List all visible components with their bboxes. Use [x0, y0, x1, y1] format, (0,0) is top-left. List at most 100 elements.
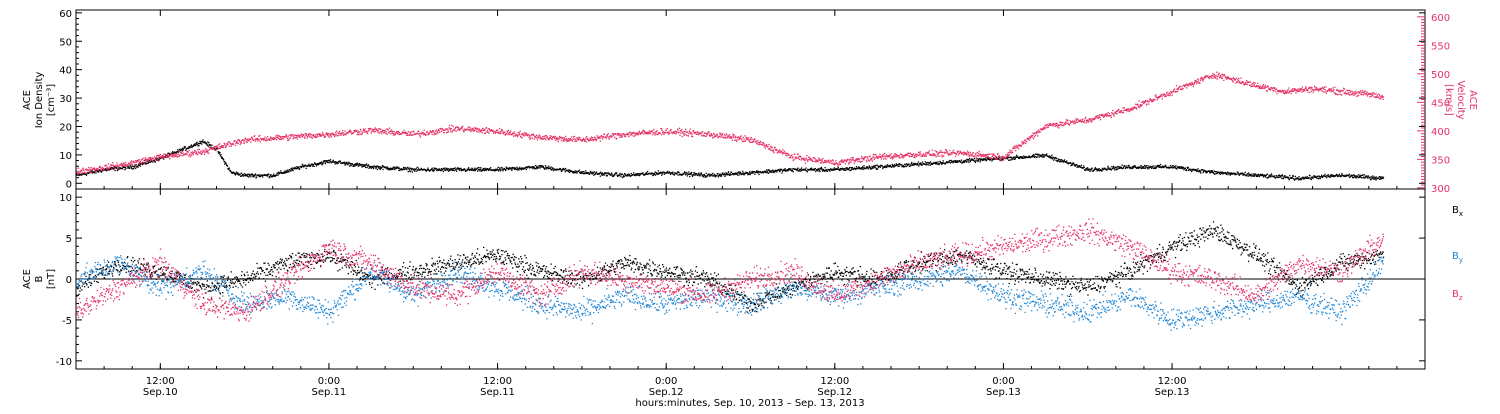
- y-tick-label: -5: [62, 316, 72, 327]
- data-point: [125, 168, 126, 169]
- data-point: [879, 154, 880, 155]
- data-point: [825, 167, 826, 168]
- data-point: [326, 133, 327, 134]
- data-point: [224, 143, 225, 144]
- data-point: [632, 135, 633, 136]
- data-point: [155, 161, 156, 162]
- data-point: [507, 134, 508, 135]
- data-point: [217, 145, 218, 146]
- data-point: [863, 165, 864, 166]
- data-point: [623, 175, 624, 176]
- data-point: [782, 149, 783, 150]
- data-point: [479, 128, 480, 129]
- data-point: [350, 165, 351, 166]
- data-point: [837, 166, 838, 167]
- data-point: [205, 148, 206, 149]
- data-point: [175, 154, 176, 155]
- data-point: [706, 173, 707, 174]
- data-point: [966, 161, 967, 162]
- data-point: [269, 139, 270, 140]
- data-point: [368, 168, 369, 169]
- data-point: [750, 142, 751, 143]
- data-point: [243, 175, 244, 176]
- data-point: [298, 167, 299, 168]
- data-point: [762, 144, 763, 145]
- data-point: [182, 148, 183, 149]
- data-point: [322, 132, 323, 133]
- data-point: [461, 127, 462, 128]
- data-point: [280, 170, 281, 171]
- data-point: [490, 167, 491, 168]
- data-point: [488, 132, 489, 133]
- data-point: [786, 155, 787, 156]
- data-point: [365, 128, 366, 129]
- data-point: [639, 130, 640, 131]
- data-point: [1176, 168, 1177, 169]
- data-point: [514, 131, 515, 132]
- data-point: [1175, 165, 1176, 166]
- data-point: [948, 155, 949, 156]
- data-point: [873, 156, 874, 157]
- data-point: [104, 170, 105, 171]
- data-point: [111, 168, 112, 169]
- data-point: [1317, 176, 1318, 177]
- data-point: [206, 149, 207, 150]
- data-point: [797, 168, 798, 169]
- data-point: [532, 137, 533, 138]
- data-point: [142, 159, 143, 160]
- data-point: [928, 152, 929, 153]
- data-point: [891, 166, 892, 167]
- data-point: [818, 157, 819, 158]
- data-point: [160, 154, 161, 155]
- data-point: [296, 166, 297, 167]
- data-point: [285, 134, 286, 135]
- data-point: [1009, 159, 1010, 160]
- data-point: [235, 145, 236, 146]
- data-point: [177, 149, 178, 150]
- data-point: [198, 145, 199, 146]
- data-point: [521, 169, 522, 170]
- data-point: [478, 130, 479, 131]
- data-point: [1160, 164, 1161, 165]
- data-point: [1099, 168, 1100, 169]
- data-point: [833, 163, 834, 164]
- data-point: [312, 165, 313, 166]
- data-point: [375, 131, 376, 132]
- data-point: [1032, 156, 1033, 157]
- data-point: [725, 137, 726, 138]
- data-point: [357, 162, 358, 163]
- data-point: [848, 162, 849, 163]
- data-point: [83, 170, 84, 171]
- data-point: [1318, 178, 1319, 179]
- data-point: [920, 151, 921, 152]
- data-point: [504, 132, 505, 133]
- data-point: [1095, 167, 1096, 168]
- data-point: [991, 160, 992, 161]
- data-point: [193, 154, 194, 155]
- data-point: [429, 133, 430, 134]
- data-point: [217, 147, 218, 148]
- data-point: [139, 159, 140, 160]
- data-point: [1316, 178, 1317, 179]
- data-point: [781, 169, 782, 170]
- data-point: [188, 150, 189, 151]
- data-point: [196, 142, 197, 143]
- data-point: [1113, 166, 1114, 167]
- data-point: [851, 169, 852, 170]
- data-point: [821, 167, 822, 168]
- data-point: [208, 153, 209, 154]
- data-point: [838, 164, 839, 165]
- data-point: [724, 134, 725, 135]
- data-point: [449, 125, 450, 126]
- data-point: [666, 130, 667, 131]
- data-point: [404, 169, 405, 170]
- data-point: [441, 131, 442, 132]
- data-point: [840, 164, 841, 165]
- data-point: [99, 166, 100, 167]
- data-point: [372, 129, 373, 130]
- data-point: [223, 145, 224, 146]
- data-point: [86, 175, 87, 176]
- y-tick-label: 30: [59, 94, 72, 105]
- data-point: [204, 152, 205, 153]
- data-point: [169, 156, 170, 157]
